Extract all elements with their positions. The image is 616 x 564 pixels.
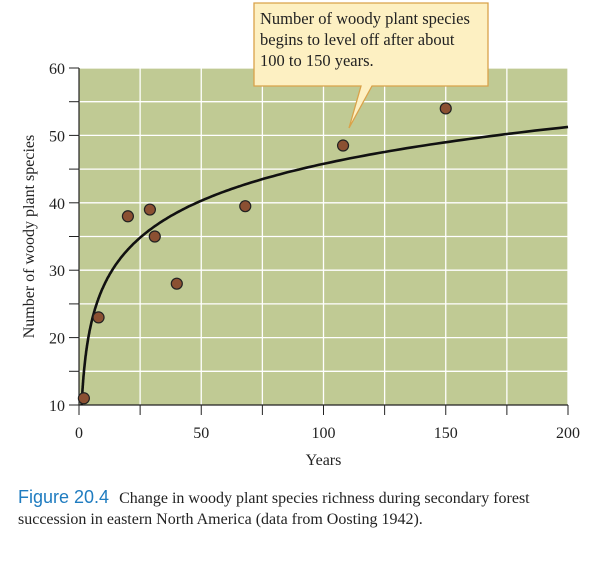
data-point (121, 210, 135, 223)
figure-caption: Figure 20.4 Change in woody plant species… (18, 487, 578, 530)
y-tick-label: 40 (49, 196, 65, 213)
y-tick-label: 50 (49, 128, 65, 145)
annotation-callout (253, 2, 489, 129)
y-tick-label: 60 (49, 61, 65, 78)
chart: 10 20 30 40 50 60 0 50 100 150 200 Years Number of w… (21, 2, 580, 469)
data-point (143, 203, 157, 216)
x-axis-label: Years (306, 452, 342, 469)
data-point (148, 230, 161, 243)
y-tick-label: 30 (49, 263, 65, 280)
x-tick-label: 150 (434, 425, 458, 442)
data-point (439, 102, 452, 115)
caption-text: Change in woody plant species richness d… (18, 490, 530, 528)
y-tick-label: 10 (49, 398, 65, 415)
data-point (92, 311, 105, 324)
figure-label: Figure 20.4 (18, 487, 110, 507)
data-point (77, 392, 90, 405)
x-tick-label: 50 (193, 425, 209, 442)
data-point (170, 277, 183, 290)
data-point (336, 139, 350, 152)
y-axis-label: Number of woody plant species (21, 135, 38, 339)
y-tick-label: 20 (49, 331, 65, 348)
data-point (239, 200, 252, 213)
annotation-callout-text: Number of woody plant species begins to … (260, 9, 470, 70)
x-tick-label: 0 (75, 425, 83, 442)
x-tick-label: 200 (556, 425, 580, 442)
trend-curve (80, 125, 569, 406)
x-tick-label: 100 (312, 425, 336, 442)
